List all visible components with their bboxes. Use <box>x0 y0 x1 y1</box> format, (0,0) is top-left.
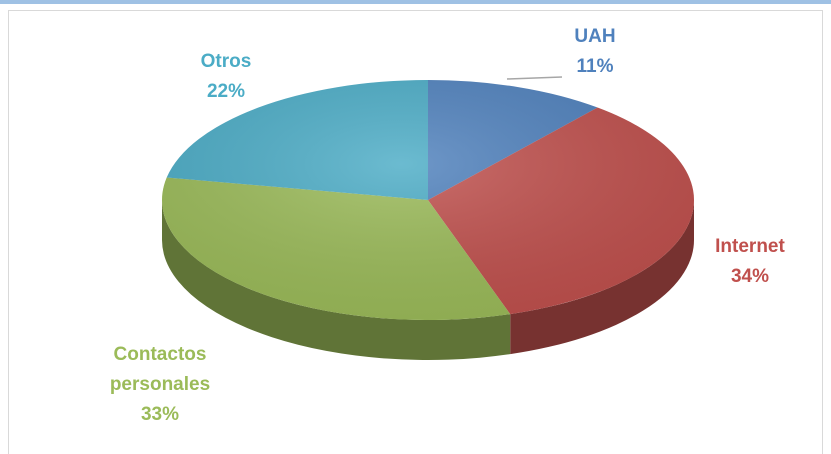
category-label: Contactos personales <box>109 344 211 395</box>
leader-line <box>506 76 563 80</box>
data-label: UAH 11% <box>535 22 655 82</box>
chart-frame <box>8 10 823 454</box>
value-label: 11% <box>576 56 614 77</box>
category-label: Otros <box>200 51 252 72</box>
pie-slice-side <box>510 200 694 355</box>
top-bar <box>0 0 831 4</box>
data-label: Internet 34% <box>680 232 820 292</box>
data-label: Otros 22% <box>166 47 286 107</box>
data-label: Contactos personales 33% <box>85 340 235 430</box>
value-label: 34% <box>730 266 770 287</box>
pie-slice-side <box>162 200 511 360</box>
category-label: UAH <box>574 26 616 47</box>
value-label: 22% <box>206 81 246 102</box>
pie-shine <box>162 80 694 320</box>
category-label: Internet <box>715 236 785 257</box>
value-label: 33% <box>140 404 180 425</box>
